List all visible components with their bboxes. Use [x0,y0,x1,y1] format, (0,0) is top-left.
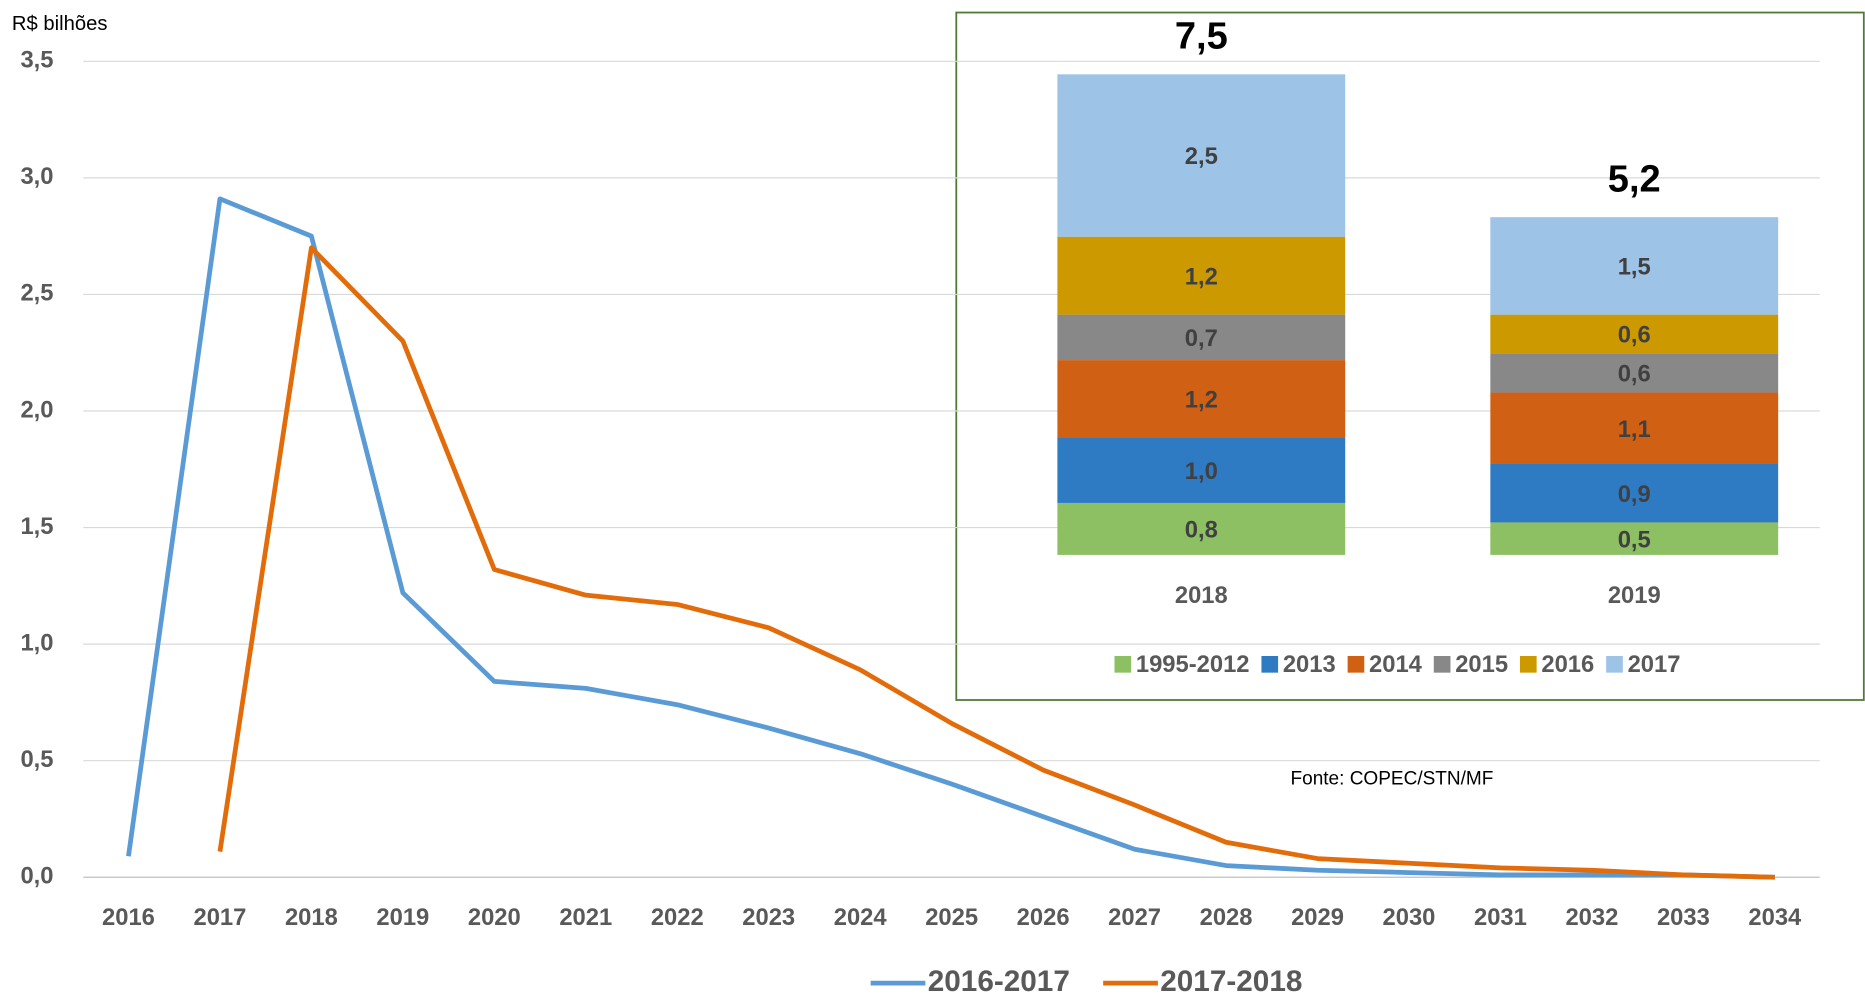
line-series [217,245,1775,880]
x-tick-label: 2019 [1608,582,1661,609]
value-label: 1,2 [1185,263,1218,290]
legend-label: 2015 [1455,651,1508,678]
bar-segment [1057,360,1346,439]
y-tick-label: 1,5 [20,513,53,540]
x-tick-label: 2017 [193,904,246,931]
x-tick-label: 2029 [1291,904,1344,931]
bar-segment [1490,314,1779,354]
x-tick-label: 2031 [1474,904,1527,931]
legend-swatch [1606,656,1623,673]
x-tick-label: 2032 [1565,904,1618,931]
value-label: 0,5 [1618,526,1651,553]
legend-label: 2014 [1369,651,1423,678]
value-label: 1,1 [1618,416,1651,443]
value-label: 0,6 [1618,361,1651,388]
value-label: 0,9 [1618,481,1651,508]
y-tick-label: 0,5 [20,746,53,773]
bar-segment [1490,217,1779,315]
value-label: 0,8 [1185,517,1218,544]
total-label: 7,5 [1175,16,1228,58]
x-tick-label: 2023 [742,904,795,931]
y-tick-label: 2,0 [20,396,53,423]
value-label: 0,7 [1185,325,1218,352]
line-series [126,196,1775,880]
x-tick-label: 2020 [468,904,521,931]
y-axis-label: R$ bilhões [12,13,108,35]
legend-swatch [1347,656,1365,673]
x-tick-label: 2021 [559,904,612,931]
legend-label: 2016-2017 [928,965,1070,998]
bar-segment [1057,74,1346,237]
bar-segment [1490,522,1779,555]
x-tick-label: 2028 [1200,904,1253,931]
x-tick-label: 2018 [285,904,338,931]
x-tick-label: 2024 [834,904,888,931]
legend-swatch [1519,656,1537,673]
legend-swatch [1114,656,1132,673]
x-tick-label: 2022 [651,904,704,931]
value-label: 1,5 [1618,254,1651,281]
x-tick-label: 2027 [1108,904,1161,931]
bar-segment [1490,392,1779,464]
y-tick-label: 0,0 [20,863,53,890]
legend-label: 2017-2018 [1160,965,1302,998]
x-tick-label: 2034 [1748,904,1802,931]
total-label: 5,2 [1608,159,1661,201]
legend-swatch [1433,656,1451,673]
x-tick-label: 2019 [376,904,429,931]
legend-label: 2013 [1283,651,1336,678]
bar-segment [1057,314,1346,361]
y-tick-label: 2,5 [20,280,53,307]
value-label: 0,6 [1618,322,1651,349]
legend-label: 2016 [1541,651,1594,678]
y-tick-label: 1,0 [20,629,53,656]
source-note: Fonte: COPEC/STN/MF [1291,769,1494,790]
bar-segment [1490,463,1779,523]
y-tick-label: 3,5 [20,47,53,74]
legend-swatch [1261,656,1279,673]
bar-segment [1057,438,1346,503]
x-tick-label: 2018 [1175,582,1228,609]
value-label: 2,5 [1185,143,1218,170]
x-tick-label: 2026 [1017,904,1070,931]
bar-segment [1490,353,1779,393]
y-tick-label: 3,0 [20,163,53,190]
value-label: 1,2 [1185,387,1218,414]
legend-label: 2017 [1628,651,1681,678]
value-label: 1,0 [1185,458,1218,485]
x-tick-label: 2025 [925,904,978,931]
bar-segment [1057,502,1346,555]
legend-label: 1995-2012 [1136,651,1250,678]
x-tick-label: 2030 [1383,904,1436,931]
x-tick-label: 2016 [102,904,155,931]
x-tick-label: 2033 [1657,904,1710,931]
bar-segment [1057,236,1346,315]
